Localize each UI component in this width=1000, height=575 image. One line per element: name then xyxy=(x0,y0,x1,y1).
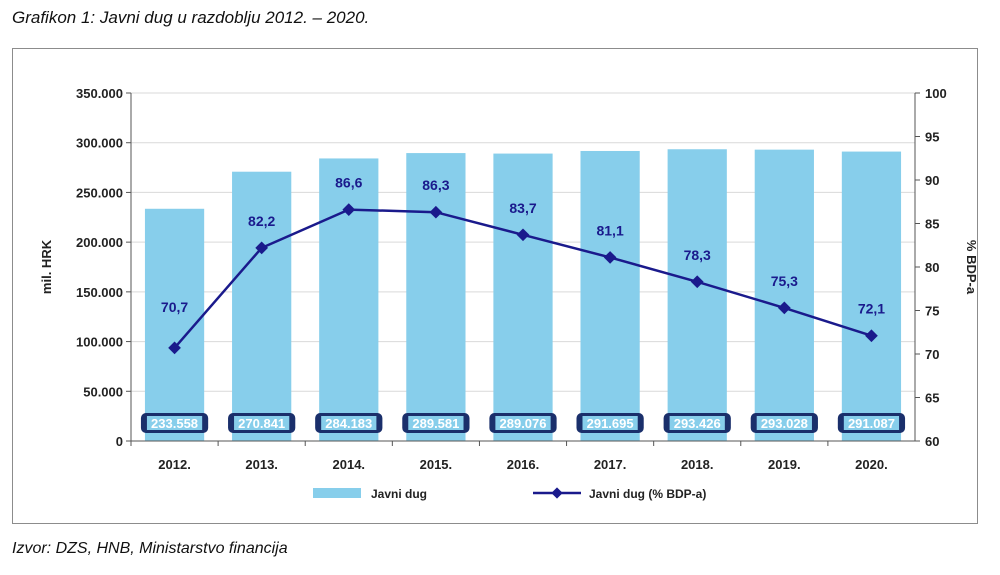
right-tick-label: 95 xyxy=(925,130,939,145)
bar-value-label: 270.841 xyxy=(238,416,285,431)
line-point xyxy=(342,203,356,216)
left-tick-label: 250.000 xyxy=(76,185,123,200)
x-tick-label: 2020. xyxy=(855,457,888,472)
chart-frame: 233.558 270.841 284.183 289.581 289.076 291.6… xyxy=(12,48,979,524)
bar-label-inner xyxy=(669,416,725,430)
line-data-label: 75,3 xyxy=(771,273,798,289)
legend: Javni dug Javni dug (% BDP-a) xyxy=(313,487,706,501)
bar-value-label: 289.076 xyxy=(500,416,547,431)
bar-label-inner xyxy=(408,416,464,430)
right-tick-label: 60 xyxy=(925,434,939,449)
x-tick-label: 2018. xyxy=(681,457,714,472)
line-data-label: 86,6 xyxy=(335,175,362,191)
bar-label-inner xyxy=(843,416,900,430)
bar xyxy=(754,149,814,441)
bar-value-label: 291.087 xyxy=(848,416,895,431)
right-tick-label: 70 xyxy=(925,347,939,362)
chart-caption: Grafikon 1: Javni dug u razdoblju 2012. … xyxy=(12,8,370,27)
bar xyxy=(580,150,640,441)
combo-chart: 233.558 270.841 284.183 289.581 289.076 291.6… xyxy=(39,86,979,501)
left-tick-label: 350.000 xyxy=(76,86,123,101)
right-tick-label: 80 xyxy=(925,260,939,275)
x-tick-label: 2012. xyxy=(158,457,191,472)
bar xyxy=(841,151,902,441)
axes: 0 50.000 100.000 150.000 200.000 250.000 300.0… xyxy=(39,86,979,472)
line-series-javni-dug-pct: 70,7 82,2 86,6 86,3 83,7 81,1 78,3 75,3 72,1 xyxy=(161,175,885,355)
x-tick-label: 2013. xyxy=(245,457,278,472)
left-tick-label: 100.000 xyxy=(76,335,123,350)
bar xyxy=(406,153,466,442)
bar-value-label: 293.426 xyxy=(674,416,721,431)
right-tick-label: 90 xyxy=(925,173,939,188)
line-data-label: 86,3 xyxy=(422,177,449,193)
bar-label-inner xyxy=(495,416,551,430)
x-tick-label: 2015. xyxy=(420,457,453,472)
legend-label: Javni dug xyxy=(371,487,427,501)
bar-value-label: 291.695 xyxy=(587,416,634,431)
line-point xyxy=(777,301,791,315)
bar xyxy=(232,171,292,441)
left-tick-label: 50.000 xyxy=(83,384,123,399)
right-tick-label: 75 xyxy=(925,304,939,319)
line-data-label: 81,1 xyxy=(596,222,623,238)
x-tick-label: 2017. xyxy=(594,457,627,472)
bar-series-javni-dug xyxy=(144,149,902,442)
bar xyxy=(319,158,379,441)
bar-value-label: 293.028 xyxy=(761,416,808,431)
left-tick-label: 0 xyxy=(116,434,123,449)
right-tick-label: 85 xyxy=(925,217,939,232)
source-note: Izvor: DZS, HNB, Ministarstvo financija xyxy=(12,540,288,557)
legend-swatch-marker xyxy=(551,487,563,499)
left-tick-label: 200.000 xyxy=(76,235,123,250)
right-tick-label: 65 xyxy=(925,391,939,406)
left-tick-label: 150.000 xyxy=(76,285,123,300)
left-tick-label: 300.000 xyxy=(76,136,123,151)
x-tick-label: 2019. xyxy=(768,457,801,472)
bar xyxy=(493,153,553,441)
legend-label: Javni dug (% BDP-a) xyxy=(589,487,706,501)
line-data-label: 82,2 xyxy=(248,213,275,229)
line-data-label: 78,3 xyxy=(684,247,711,263)
bar-value-label: 284.183 xyxy=(325,416,372,431)
legend-swatch-bar xyxy=(313,488,361,498)
bar-label-inner xyxy=(582,416,638,430)
line-point xyxy=(255,241,269,255)
line-data-label: 70,7 xyxy=(161,299,188,315)
x-tick-label: 2014. xyxy=(333,457,366,472)
bar-label-inner xyxy=(146,416,203,430)
bar-label-inner xyxy=(756,416,812,430)
bar-value-label: 289.581 xyxy=(412,416,459,431)
right-tick-label: 100 xyxy=(925,86,947,101)
bar xyxy=(667,149,727,441)
bar-label-inner xyxy=(234,416,290,430)
line-data-label: 83,7 xyxy=(509,200,536,216)
x-tick-label: 2016. xyxy=(507,457,540,472)
line-point xyxy=(168,341,181,355)
bar-label-inner xyxy=(321,416,377,430)
right-axis-title: % BDP-a xyxy=(964,240,979,295)
bar-value-label: 233.558 xyxy=(151,416,198,431)
line-point xyxy=(429,205,443,219)
bar-value-labels: 233.558 270.841 284.183 289.581 289.076 291.6… xyxy=(140,413,906,433)
left-axis-title: mil. HRK xyxy=(39,239,54,294)
line-data-label: 72,1 xyxy=(858,301,885,317)
